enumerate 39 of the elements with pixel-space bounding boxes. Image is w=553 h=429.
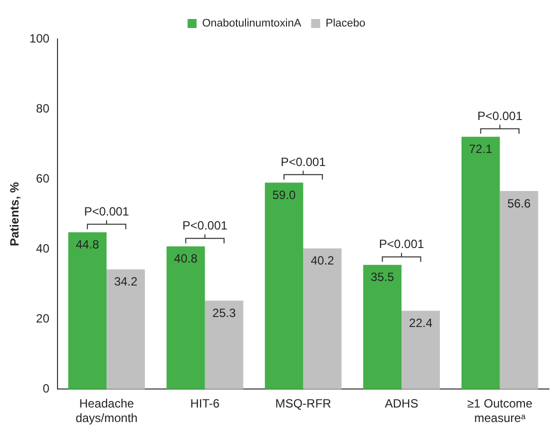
y-axis-title: Patients, % bbox=[8, 182, 22, 246]
bar bbox=[500, 190, 538, 390]
data-label: 34.2 bbox=[114, 274, 138, 289]
y-tick-label: 100 bbox=[29, 31, 50, 46]
data-label: 35.5 bbox=[370, 270, 394, 284]
data-label: 40.2 bbox=[310, 254, 334, 268]
y-tick-label: 20 bbox=[36, 311, 50, 326]
bar bbox=[303, 248, 342, 390]
bar bbox=[264, 182, 304, 390]
bar bbox=[106, 269, 145, 390]
bar bbox=[68, 232, 107, 390]
bar bbox=[462, 136, 500, 390]
x-tick-label: ≥1 Outcome measureᵃ bbox=[467, 396, 533, 426]
data-label: 59.0 bbox=[272, 188, 296, 202]
x-tick-label: MSQ-RFR bbox=[275, 396, 332, 411]
data-label: 40.8 bbox=[174, 252, 198, 266]
annotation: P<0.001 bbox=[280, 154, 326, 169]
bar bbox=[204, 300, 244, 390]
x-tick-label: Headache days/month bbox=[76, 396, 138, 426]
bar bbox=[363, 264, 402, 390]
y-tick-label: 0 bbox=[42, 382, 50, 396]
y-tick-label: 80 bbox=[36, 101, 50, 116]
data-label: 72.1 bbox=[468, 142, 493, 156]
legend-label: Placebo bbox=[326, 18, 366, 30]
x-tick-label: ADHS bbox=[384, 396, 418, 411]
y-tick-label: 60 bbox=[36, 171, 50, 186]
data-label: 44.8 bbox=[76, 238, 100, 252]
y-tick-label: 40 bbox=[36, 241, 50, 256]
x-tick-label: HIT-6 bbox=[190, 396, 220, 411]
annotation: P<0.001 bbox=[182, 218, 228, 233]
data-label: 56.6 bbox=[507, 196, 532, 210]
legend-label: OnabotulinumtoxinA bbox=[202, 18, 302, 30]
annotation: P<0.001 bbox=[84, 204, 130, 219]
annotation: P<0.001 bbox=[477, 109, 523, 124]
data-label: 22.4 bbox=[409, 316, 433, 330]
bar bbox=[166, 246, 205, 390]
data-label: 25.3 bbox=[212, 306, 236, 320]
annotation: P<0.001 bbox=[379, 237, 424, 252]
bar bbox=[402, 310, 440, 390]
